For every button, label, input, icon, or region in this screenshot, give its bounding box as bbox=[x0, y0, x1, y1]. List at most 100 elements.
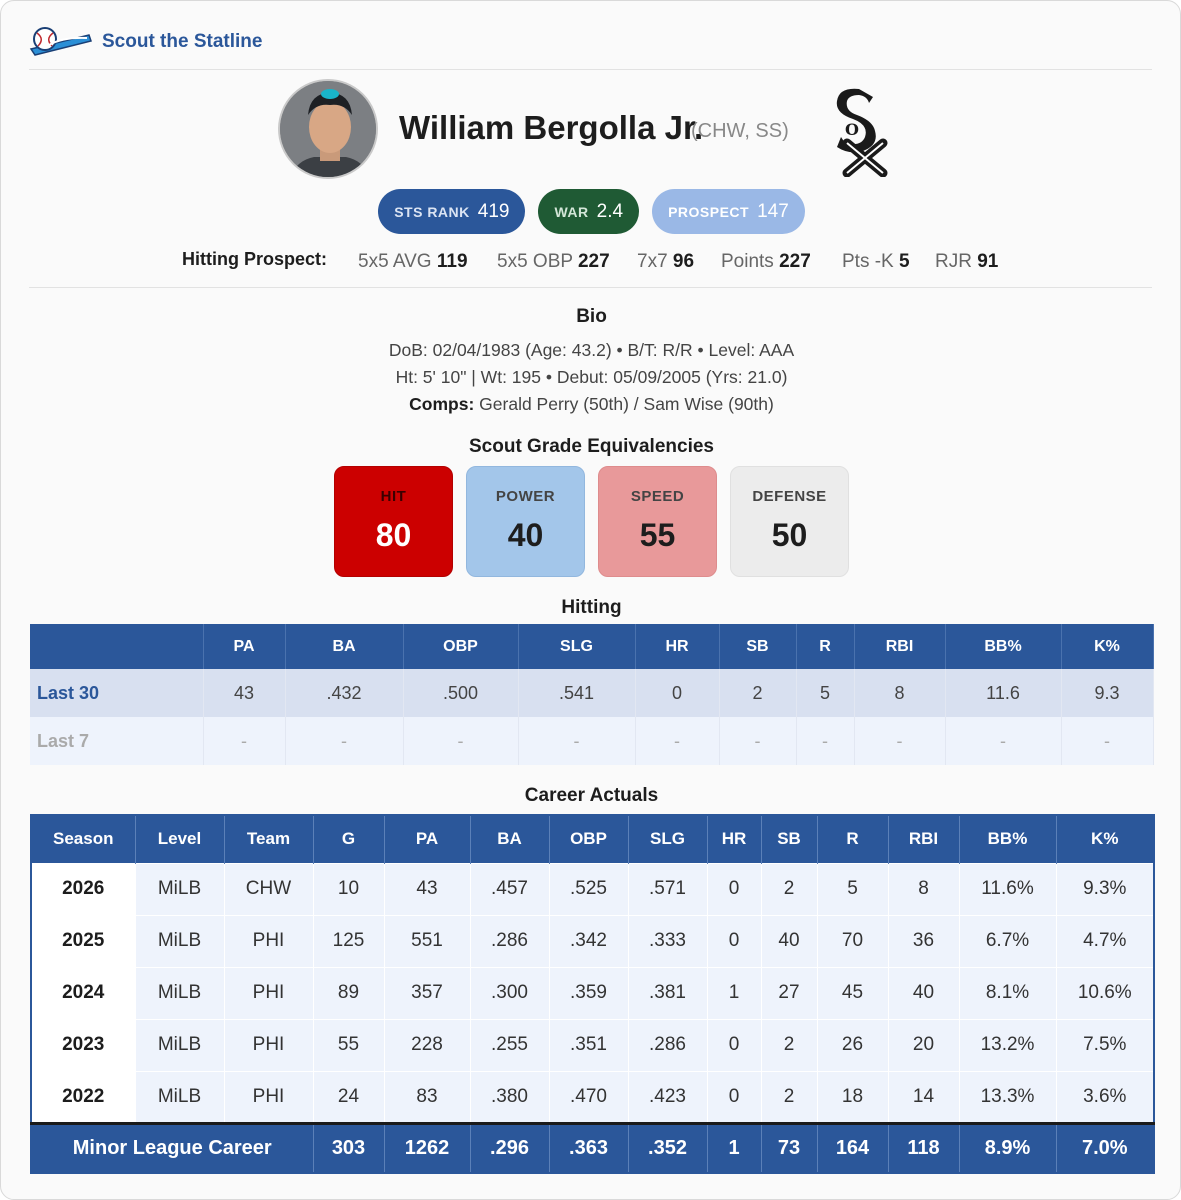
table-cell: 1 bbox=[706, 966, 762, 1020]
table-cell: .359 bbox=[548, 966, 629, 1020]
table-cell: 7.5% bbox=[1055, 1018, 1155, 1072]
war-pill[interactable]: WAR 2.4 bbox=[538, 189, 640, 234]
hp-item: Points 227 bbox=[721, 251, 811, 272]
bio-line-2: Ht: 5' 10" | Wt: 195 • Debut: 05/09/2005… bbox=[395, 367, 788, 387]
scout-grades: HIT 80 POWER 40 SPEED 55 DEFENSE 50 bbox=[334, 466, 849, 577]
column-header[interactable]: Season bbox=[30, 815, 136, 863]
column-header[interactable]: HR bbox=[706, 815, 762, 863]
column-header[interactable]: BA bbox=[469, 815, 550, 863]
column-header[interactable]: SB bbox=[760, 815, 818, 863]
table-cell: 125 bbox=[312, 914, 385, 968]
hp-item: Pts -K 5 bbox=[842, 251, 910, 272]
table-row[interactable]: Last 7---------- bbox=[30, 717, 1154, 765]
season-cell: 2026 bbox=[30, 862, 136, 916]
table-cell: .541 bbox=[518, 669, 636, 717]
column-header[interactable]: PA bbox=[383, 815, 471, 863]
table-cell: 26 bbox=[816, 1018, 889, 1072]
brand-name: Scout the Statline bbox=[102, 31, 263, 52]
column-header[interactable]: R bbox=[796, 624, 855, 669]
table-cell: - bbox=[635, 717, 720, 765]
column-header[interactable]: BA bbox=[285, 624, 404, 669]
column-header[interactable]: R bbox=[816, 815, 889, 863]
column-header[interactable]: SLG bbox=[518, 624, 636, 669]
total-cell: 164 bbox=[816, 1121, 889, 1174]
table-cell: 2 bbox=[760, 1070, 818, 1124]
hitting-prospect-label: Hitting Prospect: bbox=[182, 249, 328, 269]
table-cell: CHW bbox=[223, 862, 314, 916]
column-header[interactable]: G bbox=[312, 815, 385, 863]
total-cell: 73 bbox=[760, 1121, 818, 1174]
column-header[interactable]: BB% bbox=[958, 815, 1057, 863]
hp-item: RJR 91 bbox=[935, 251, 999, 272]
grade-value: 40 bbox=[507, 517, 544, 553]
table-cell: .525 bbox=[548, 862, 629, 916]
table-row[interactable]: 2022 MiLB PHI 24 83.380.470.423 0 2 18 14 13.3% 3.… bbox=[30, 1070, 1155, 1124]
table-cell: 40 bbox=[760, 914, 818, 968]
brand-logo bbox=[29, 27, 92, 56]
column-header[interactable]: K% bbox=[1055, 815, 1155, 863]
table-cell: - bbox=[203, 717, 286, 765]
grade-label: HIT bbox=[380, 488, 407, 505]
column-header[interactable]: OBP bbox=[548, 815, 629, 863]
player-name: William Bergolla Jr. bbox=[399, 109, 704, 146]
column-header[interactable]: K% bbox=[1061, 624, 1154, 669]
table-cell: 0 bbox=[706, 862, 762, 916]
column-header[interactable]: OBP bbox=[403, 624, 519, 669]
table-cell: 2 bbox=[719, 669, 797, 717]
column-header[interactable]: BB% bbox=[945, 624, 1062, 669]
table-cell: .300 bbox=[469, 966, 550, 1020]
table-row[interactable]: 2024 MiLB PHI 89 357.300.359.381 1 27 45 40 8.1% 1… bbox=[30, 966, 1155, 1020]
row-label: Last 7 bbox=[30, 717, 204, 765]
divider bbox=[29, 287, 1152, 288]
table-cell: 43 bbox=[203, 669, 286, 717]
brand[interactable]: Scout the Statline bbox=[29, 23, 262, 61]
table-cell: 4.7% bbox=[1055, 914, 1155, 968]
column-header[interactable]: SB bbox=[719, 624, 797, 669]
table-cell: .457 bbox=[469, 862, 550, 916]
table-cell: - bbox=[1061, 717, 1154, 765]
table-cell: 0 bbox=[706, 1018, 762, 1072]
prospect-pill[interactable]: PROSPECT 147 bbox=[652, 189, 805, 234]
table-cell: .380 bbox=[469, 1070, 550, 1124]
team-logo: O bbox=[836, 88, 888, 177]
column-header[interactable]: RBI bbox=[887, 815, 960, 863]
column-header[interactable]: HR bbox=[635, 624, 720, 669]
table-row[interactable]: 2023 MiLB PHI 55 228.255.351.286 0 2 26 20 13.2% 7… bbox=[30, 1018, 1155, 1072]
table-cell: - bbox=[854, 717, 946, 765]
total-cell: 1 bbox=[706, 1121, 762, 1174]
grade-label: POWER bbox=[495, 488, 556, 505]
table-row[interactable]: 2025 MiLB PHI 125 551.286.342.333 0 40 70 36 6.7%… bbox=[30, 914, 1155, 968]
table-cell: .255 bbox=[469, 1018, 550, 1072]
column-header[interactable]: RBI bbox=[854, 624, 946, 669]
table-row[interactable]: Last 30 43.432.500.541 0 2 5 8 11.6 9.3 bbox=[30, 669, 1154, 717]
career-table: Season Level Team G PA BA OBP SLG HR SB R RBI BB% K% … bbox=[30, 814, 1155, 1174]
table-cell: - bbox=[945, 717, 1062, 765]
total-cell: .352 bbox=[627, 1121, 708, 1174]
table-cell: 70 bbox=[816, 914, 889, 968]
career-header-row: Season Level Team G PA BA OBP SLG HR SB R RBI BB% K% bbox=[30, 815, 1155, 863]
sts-rank-pill[interactable]: STS RANK 419 bbox=[378, 189, 526, 234]
grade-value: 55 bbox=[639, 517, 676, 553]
column-header[interactable]: Team bbox=[223, 815, 314, 863]
table-cell: .351 bbox=[548, 1018, 629, 1072]
career-total-row: Minor League Career 303 1262.296.363.352 1 7… bbox=[30, 1121, 1155, 1174]
total-cell: .363 bbox=[548, 1121, 629, 1174]
grade-value: 80 bbox=[375, 517, 412, 553]
column-header[interactable]: Level bbox=[134, 815, 225, 863]
table-cell: 3.6% bbox=[1055, 1070, 1155, 1124]
column-header[interactable] bbox=[30, 624, 204, 669]
grade-label: SPEED bbox=[630, 488, 685, 505]
player-avatar bbox=[278, 79, 378, 179]
hp-item: 7x7 96 bbox=[637, 251, 695, 272]
table-cell: 89 bbox=[312, 966, 385, 1020]
table-cell: 24 bbox=[312, 1070, 385, 1124]
total-cell: 118 bbox=[887, 1121, 960, 1174]
column-header[interactable]: SLG bbox=[627, 815, 708, 863]
table-cell: 11.6% bbox=[958, 862, 1057, 916]
table-cell: 45 bbox=[816, 966, 889, 1020]
table-row[interactable]: 2026 MiLB CHW 10 43.457.525.571 0 2 5 8 11.6% 9.3% bbox=[30, 862, 1155, 916]
table-cell: MiLB bbox=[134, 1070, 225, 1124]
table-cell: 13.2% bbox=[958, 1018, 1057, 1072]
column-header[interactable]: PA bbox=[203, 624, 286, 669]
pill-value: 419 bbox=[477, 200, 510, 222]
